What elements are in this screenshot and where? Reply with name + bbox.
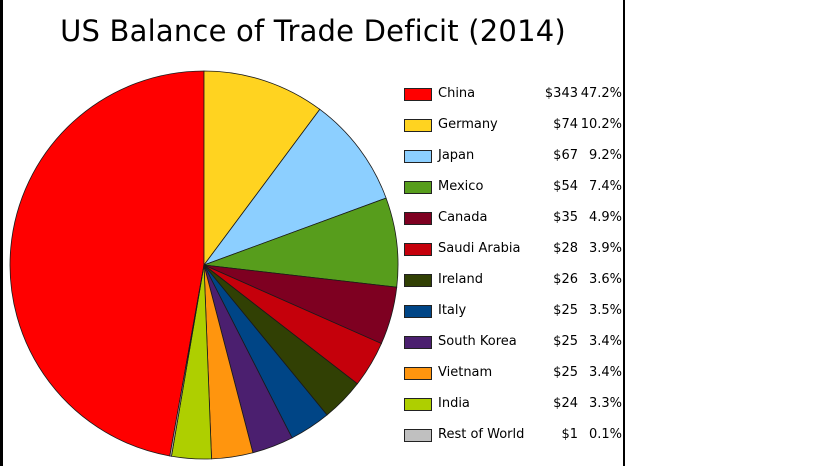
left-border — [0, 0, 3, 466]
legend-item: Ireland $26 3.6% — [404, 271, 626, 302]
legend-value: $25 — [553, 303, 578, 318]
legend-value: $35 — [553, 210, 578, 225]
legend-label: Canada — [438, 210, 488, 225]
legend-percent: 9.2% — [588, 148, 622, 163]
legend-swatch — [404, 274, 432, 287]
legend-label: Germany — [438, 117, 498, 132]
legend-swatch — [404, 243, 432, 256]
legend-swatch — [404, 398, 432, 411]
legend-value: $25 — [553, 365, 578, 380]
legend-item: Vietnam $25 3.4% — [404, 364, 626, 395]
legend-percent: 47.2% — [580, 86, 622, 101]
legend-item: Canada $35 4.9% — [404, 209, 626, 240]
legend-value: $24 — [553, 396, 578, 411]
legend-item: China $343 47.2% — [404, 85, 626, 116]
legend-value: $26 — [553, 272, 578, 287]
pie-slices — [9, 70, 399, 460]
legend-label: South Korea — [438, 334, 517, 349]
pie-slice — [202, 108, 387, 266]
legend-value: $28 — [553, 241, 578, 256]
legend-swatch — [404, 305, 432, 318]
legend-percent: 3.3% — [588, 396, 622, 411]
legend-label: Mexico — [438, 179, 484, 194]
chart-title: US Balance of Trade Deficit (2014) — [60, 14, 566, 48]
legend-percent: 3.5% — [588, 303, 622, 318]
pie-slice — [9, 70, 205, 457]
legend-percent: 10.2% — [580, 117, 622, 132]
legend-value: $343 — [544, 86, 578, 101]
legend-label: Saudi Arabia — [438, 241, 521, 256]
legend-swatch — [404, 336, 432, 349]
legend-item: Italy $25 3.5% — [404, 302, 626, 333]
legend-value: $54 — [553, 179, 578, 194]
legend-percent: 3.9% — [588, 241, 622, 256]
legend-swatch — [404, 367, 432, 380]
legend-label: Japan — [438, 148, 475, 163]
legend-swatch — [404, 212, 432, 225]
legend-percent: 3.4% — [588, 334, 622, 349]
legend-item: Germany $74 10.2% — [404, 116, 626, 147]
legend-percent: 4.9% — [588, 210, 622, 225]
legend: China $343 47.2% Germany $74 10.2% Japan $67 9.2… — [404, 85, 626, 457]
pie-slice — [169, 264, 205, 457]
legend-value: $67 — [553, 148, 578, 163]
legend-item: Mexico $54 7.4% — [404, 178, 626, 209]
legend-swatch — [404, 88, 432, 101]
legend-item: Saudi Arabia $28 3.9% — [404, 240, 626, 271]
legend-item: Rest of World $1 0.1% — [404, 426, 626, 457]
legend-percent: 0.1% — [588, 427, 622, 442]
pie-chart — [9, 70, 399, 460]
pie-slice — [203, 70, 321, 267]
legend-item: India $24 3.3% — [404, 395, 626, 426]
legend-value: $74 — [553, 117, 578, 132]
legend-percent: 3.6% — [588, 272, 622, 287]
legend-label: India — [438, 396, 470, 411]
legend-label: Rest of World — [438, 427, 525, 442]
legend-label: China — [438, 86, 476, 101]
legend-swatch — [404, 150, 432, 163]
legend-percent: 3.4% — [588, 365, 622, 380]
legend-label: Vietnam — [438, 365, 493, 380]
legend-label: Italy — [438, 303, 467, 318]
chart-area: US Balance of Trade Deficit (2014) China… — [0, 0, 626, 466]
legend-value: $1 — [561, 427, 578, 442]
legend-item: Japan $67 9.2% — [404, 147, 626, 178]
legend-value: $25 — [553, 334, 578, 349]
right-border — [623, 0, 625, 466]
legend-swatch — [404, 119, 432, 132]
legend-swatch — [404, 181, 432, 194]
legend-percent: 7.4% — [588, 179, 622, 194]
legend-label: Ireland — [438, 272, 483, 287]
legend-item: South Korea $25 3.4% — [404, 333, 626, 364]
legend-swatch — [404, 429, 432, 442]
